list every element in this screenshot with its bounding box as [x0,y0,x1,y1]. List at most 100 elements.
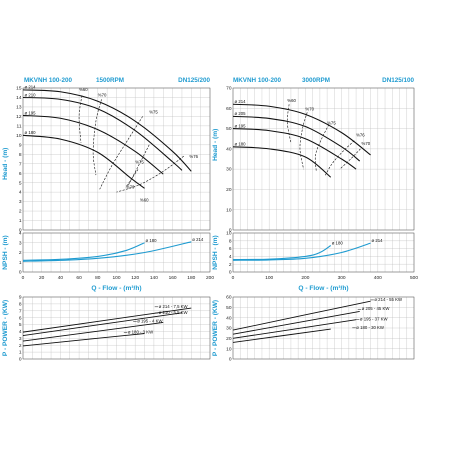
left-head-efficiency-label: %75 [135,160,144,165]
right-power-y-axis-label: P - POWER - (KW) [212,300,219,356]
right-head-efficiency-label: %75 [327,121,336,126]
left-head-y-tick: 5 [19,180,22,186]
left-head-series-label: ø 210 [25,92,37,97]
left-dn-label: DN125/200 [178,77,210,84]
right-npsh-y-tick: 6 [229,246,232,252]
right-head-frame [232,87,415,231]
left-head-y-tick: 4 [19,190,22,196]
left-power-frame [22,296,211,360]
left-npsh-x-tick: 20 [39,275,45,281]
left-power-y-tick: 7 [19,308,22,314]
left-head-iso-efficiency-line [127,144,150,187]
right-npsh-series-label: ø 214 [372,238,384,243]
left-npsh-x-tick: 0 [22,275,25,281]
left-head-series-line [22,134,145,189]
left-npsh-series-line [22,242,145,261]
left-head-y-tick: 3 [19,199,22,205]
left-head-y-tick: 7 [19,161,22,167]
right-npsh-y-tick: 10 [226,231,232,237]
left-npsh-x-tick: 180 [187,275,195,281]
left-power-y-tick: 6 [19,315,22,321]
right-head-y-tick: 10 [226,207,232,213]
right-power-y-tick: 30 [226,326,232,332]
left-npsh-x-tick: 200 [206,275,214,281]
right-power-series-line [232,328,331,343]
right-power-series-label: ø 214 - 55 KW [374,297,403,302]
left-head-y-tick: 14 [16,95,22,101]
left-power-y-tick: 8 [19,301,22,307]
left-head-efficiency-label: %70 [126,184,135,189]
right-npsh-frame [232,232,415,273]
left-head-y-tick: 0 [19,228,22,234]
left-head-y-tick: 12 [16,114,22,120]
left-head-iso-efficiency-line [99,116,143,190]
left-head-y-tick: 2 [19,209,22,215]
left-head-series-line [22,114,164,175]
right-npsh-y-tick: 4 [229,254,232,260]
right-head-y-tick: 30 [226,167,232,173]
left-head-efficiency-label: %75 [149,110,158,115]
left-head-y-tick: 8 [19,152,22,158]
right-npsh-x-tick: 100 [265,275,273,281]
left-power-y-tick: 0 [19,357,22,363]
left-head-efficiency-label: %60 [79,87,88,92]
left-head-y-tick: 1 [19,218,22,224]
left-power-y-tick: 3 [19,336,22,342]
right-head-efficiency-label: %76 [356,133,365,138]
right-head-series-line [232,115,361,162]
right-power-series-line [232,300,371,331]
left-head-iso-efficiency-line [78,95,83,143]
right-power-series-label: ø 195 - 37 KW [360,317,389,322]
right-power-y-tick: 40 [226,315,232,321]
left-head-y-tick: 9 [19,142,22,148]
left-power-y-tick: 1 [19,350,22,356]
right-power-series-line [232,311,360,335]
left-head-efficiency-label: %60 [140,198,149,203]
right-head-y-tick: 50 [226,126,232,132]
left-head-series-line [22,89,192,172]
left-power-series-line [22,322,164,342]
right-head-iso-efficiency-line [286,104,292,143]
left-npsh-y-tick: 0 [19,270,22,276]
right-power-y-tick: 50 [226,305,232,311]
left-npsh-y-tick: 2 [19,250,22,256]
right-model-title: MKVNH 100-200 [233,77,281,84]
left-head-iso-efficiency-line [125,169,139,188]
right-npsh-x-tick: 200 [301,275,309,281]
left-head-series-label: ø 214 [25,85,37,90]
left-npsh-x-tick: 140 [150,275,158,281]
right-head-iso-efficiency-line [339,148,361,170]
right-npsh-y-axis-label: NPSH - (m) [212,235,219,269]
left-head-frame [22,87,211,231]
right-power-y-tick: 10 [226,346,232,352]
left-npsh-x-tick: 160 [169,275,177,281]
left-npsh-frame [22,232,211,273]
right-npsh-series-line [232,245,332,261]
right-npsh-x-axis-label: Q - Flow - (m³/h) [298,285,348,292]
left-power-series-line [22,333,145,347]
right-head-iso-efficiency-line [325,140,355,176]
right-head-y-axis-label: Head - (m) [212,129,219,161]
left-power-y-tick: 9 [19,295,22,301]
left-npsh-series-label: ø 180 [146,238,158,243]
left-npsh-x-axis-label: Q - Flow - (m³/h) [91,285,141,292]
right-speed-label: 3000RPM [302,77,330,84]
left-npsh-y-tick: 3 [19,240,22,246]
right-head-y-tick: 0 [229,228,232,234]
left-head-y-tick: 11 [17,123,22,129]
left-npsh-x-tick: 40 [58,275,64,281]
left-npsh-y-axis-label: NPSH - (m) [2,235,9,269]
right-npsh-y-tick: 0 [229,270,232,276]
left-power-y-axis-label: P - POWER - (KW) [2,300,9,356]
right-power-y-tick: 20 [226,336,232,342]
right-head-efficiency-label: %60 [287,98,296,103]
left-head-y-tick: 13 [16,105,22,111]
left-head-y-axis-label: Head - (m) [2,148,9,180]
right-head-y-tick: 70 [226,86,232,92]
left-power-series-label: ø 214 - 7,5 KW [159,304,189,309]
left-power-series-line [22,312,183,337]
right-head-y-tick: 20 [226,187,232,193]
left-head-series-label: ø 180 [25,130,37,135]
right-npsh-y-tick: 8 [229,238,232,244]
